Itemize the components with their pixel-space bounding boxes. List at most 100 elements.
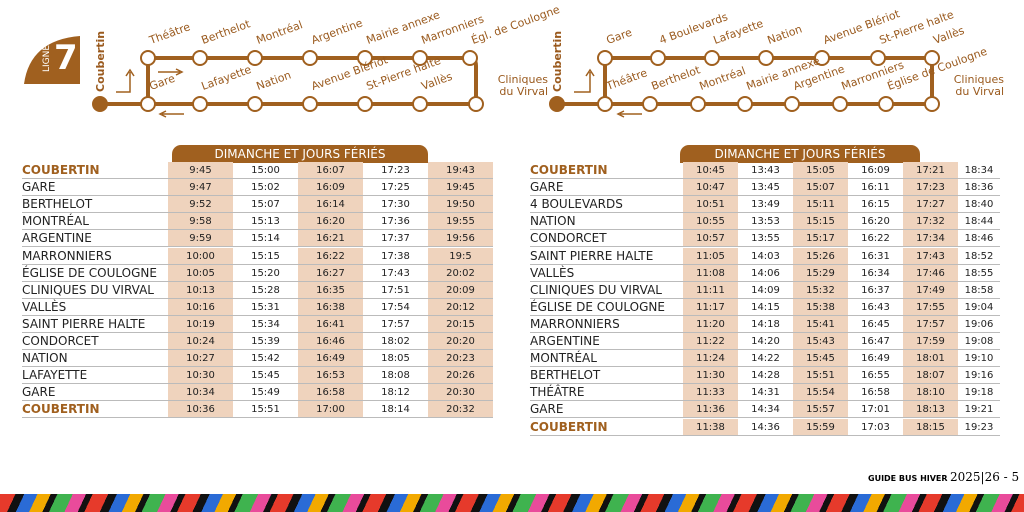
time-cell: 9:58 xyxy=(168,213,233,231)
time-cell: 17:03 xyxy=(848,419,903,436)
time-cell: 16:53 xyxy=(298,367,363,385)
time-cell: 18:12 xyxy=(363,384,428,402)
stop-name: COUBERTIN xyxy=(22,401,168,419)
time-cell: 20:20 xyxy=(428,333,493,350)
stop-dot xyxy=(140,96,156,112)
stop-dot xyxy=(758,50,774,66)
stop-name: CONDORCET xyxy=(22,333,168,350)
time-cell: 17:54 xyxy=(363,299,428,316)
time-cell: 16:15 xyxy=(848,196,903,214)
time-cell: 10:00 xyxy=(168,247,233,265)
time-cell: 11:08 xyxy=(683,264,738,282)
time-cell: 11:11 xyxy=(683,281,738,299)
time-cell: 20:12 xyxy=(428,298,493,316)
time-cell: 18:13 xyxy=(903,401,958,419)
time-cell: 11:17 xyxy=(683,298,738,316)
stop-name: NATION xyxy=(22,350,168,368)
stop-name: GARE xyxy=(22,179,168,197)
decorative-stripe xyxy=(0,494,1024,512)
stop-dot xyxy=(878,96,894,112)
time-cell: 11:20 xyxy=(683,315,738,333)
stop-dot xyxy=(690,96,706,112)
stop-name: NATION xyxy=(530,213,683,231)
table-header: DIMANCHE ET JOURS FÉRIÉS xyxy=(680,145,920,163)
time-cell: 13:49 xyxy=(738,196,793,214)
time-cell: 14:09 xyxy=(738,282,793,299)
time-cell: 18:07 xyxy=(903,367,958,385)
time-cell: 10:13 xyxy=(168,281,233,299)
time-cell: 16:38 xyxy=(298,298,363,316)
time-cell: 20:30 xyxy=(428,384,493,402)
time-cell: 17:51 xyxy=(363,282,428,299)
time-cell: 11:30 xyxy=(683,367,738,385)
time-cell: 10:36 xyxy=(168,401,233,419)
stop-label: Cliniques du Virval xyxy=(953,73,1004,98)
time-cell: 18:36 xyxy=(958,179,1000,197)
stop-dot xyxy=(462,50,478,66)
time-cell: 15:11 xyxy=(793,196,848,214)
time-cell: 15:59 xyxy=(793,418,848,436)
time-cell: 17:25 xyxy=(363,179,428,197)
stop-dot xyxy=(832,96,848,112)
time-cell: 15:32 xyxy=(793,281,848,299)
time-cell: 10:19 xyxy=(168,315,233,333)
time-cell: 16:37 xyxy=(848,282,903,299)
stop-name: CLINIQUES DU VIRVAL xyxy=(22,282,168,299)
stop-name: GARE xyxy=(530,179,683,197)
time-cell: 17:23 xyxy=(903,179,958,197)
time-cell: 16:11 xyxy=(848,179,903,197)
time-cell: 15:51 xyxy=(233,401,298,419)
time-cell: 16:46 xyxy=(298,333,363,350)
arrow xyxy=(116,68,135,93)
time-cell: 10:34 xyxy=(168,384,233,402)
time-cell: 16:58 xyxy=(848,384,903,402)
time-cell: 19:55 xyxy=(428,213,493,231)
time-cell: 18:40 xyxy=(958,196,1000,214)
time-cell: 16:09 xyxy=(848,162,903,179)
time-cell: 19:21 xyxy=(958,401,1000,419)
time-cell: 10:47 xyxy=(683,179,738,197)
time-cell: 14:22 xyxy=(738,350,793,368)
time-cell: 18:05 xyxy=(363,350,428,368)
time-cell: 11:24 xyxy=(683,350,738,368)
time-cell: 15:29 xyxy=(793,264,848,282)
time-cell: 17:36 xyxy=(363,213,428,231)
time-cell: 19:08 xyxy=(958,333,1000,350)
time-cell: 15:42 xyxy=(233,350,298,368)
time-cell: 18:34 xyxy=(958,162,1000,179)
stop-name: CLINIQUES DU VIRVAL xyxy=(530,282,683,299)
time-cell: 16:07 xyxy=(298,162,363,179)
time-cell: 19:18 xyxy=(958,384,1000,402)
stop-dot xyxy=(302,96,318,112)
time-cell: 16:21 xyxy=(298,230,363,248)
stop-dot xyxy=(140,50,156,66)
time-cell: 19:50 xyxy=(428,196,493,214)
time-cell: 15:28 xyxy=(233,282,298,299)
time-cell: 17:34 xyxy=(903,230,958,248)
stop-dot xyxy=(642,96,658,112)
time-cell: 16:55 xyxy=(848,367,903,385)
arrow xyxy=(574,68,595,93)
stop-dot xyxy=(247,50,263,66)
stop-name: VALLÈS xyxy=(530,265,683,282)
time-cell: 18:14 xyxy=(363,401,428,419)
stop-dot xyxy=(924,50,940,66)
time-cell: 13:43 xyxy=(738,162,793,179)
time-cell: 19:56 xyxy=(428,230,493,248)
badge-label: LIGNE xyxy=(42,44,52,72)
stop-name: MARRONNIERS xyxy=(530,316,683,333)
time-cell: 18:02 xyxy=(363,333,428,350)
stop-name: GARE xyxy=(22,384,168,402)
time-cell: 15:57 xyxy=(793,401,848,419)
time-cell: 14:34 xyxy=(738,401,793,419)
time-cell: 14:18 xyxy=(738,316,793,333)
time-cell: 16:41 xyxy=(298,315,363,333)
stop-label: Cliniques du Virval xyxy=(497,73,548,98)
time-cell: 15:49 xyxy=(233,384,298,402)
arrow xyxy=(158,68,184,76)
time-cell: 17:21 xyxy=(903,162,958,179)
time-cell: 10:05 xyxy=(168,264,233,282)
time-cell: 17:55 xyxy=(903,298,958,316)
time-cell: 18:55 xyxy=(958,265,1000,282)
